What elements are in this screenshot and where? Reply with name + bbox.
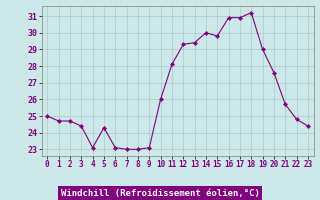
- Text: Windchill (Refroidissement éolien,°C): Windchill (Refroidissement éolien,°C): [60, 189, 260, 198]
